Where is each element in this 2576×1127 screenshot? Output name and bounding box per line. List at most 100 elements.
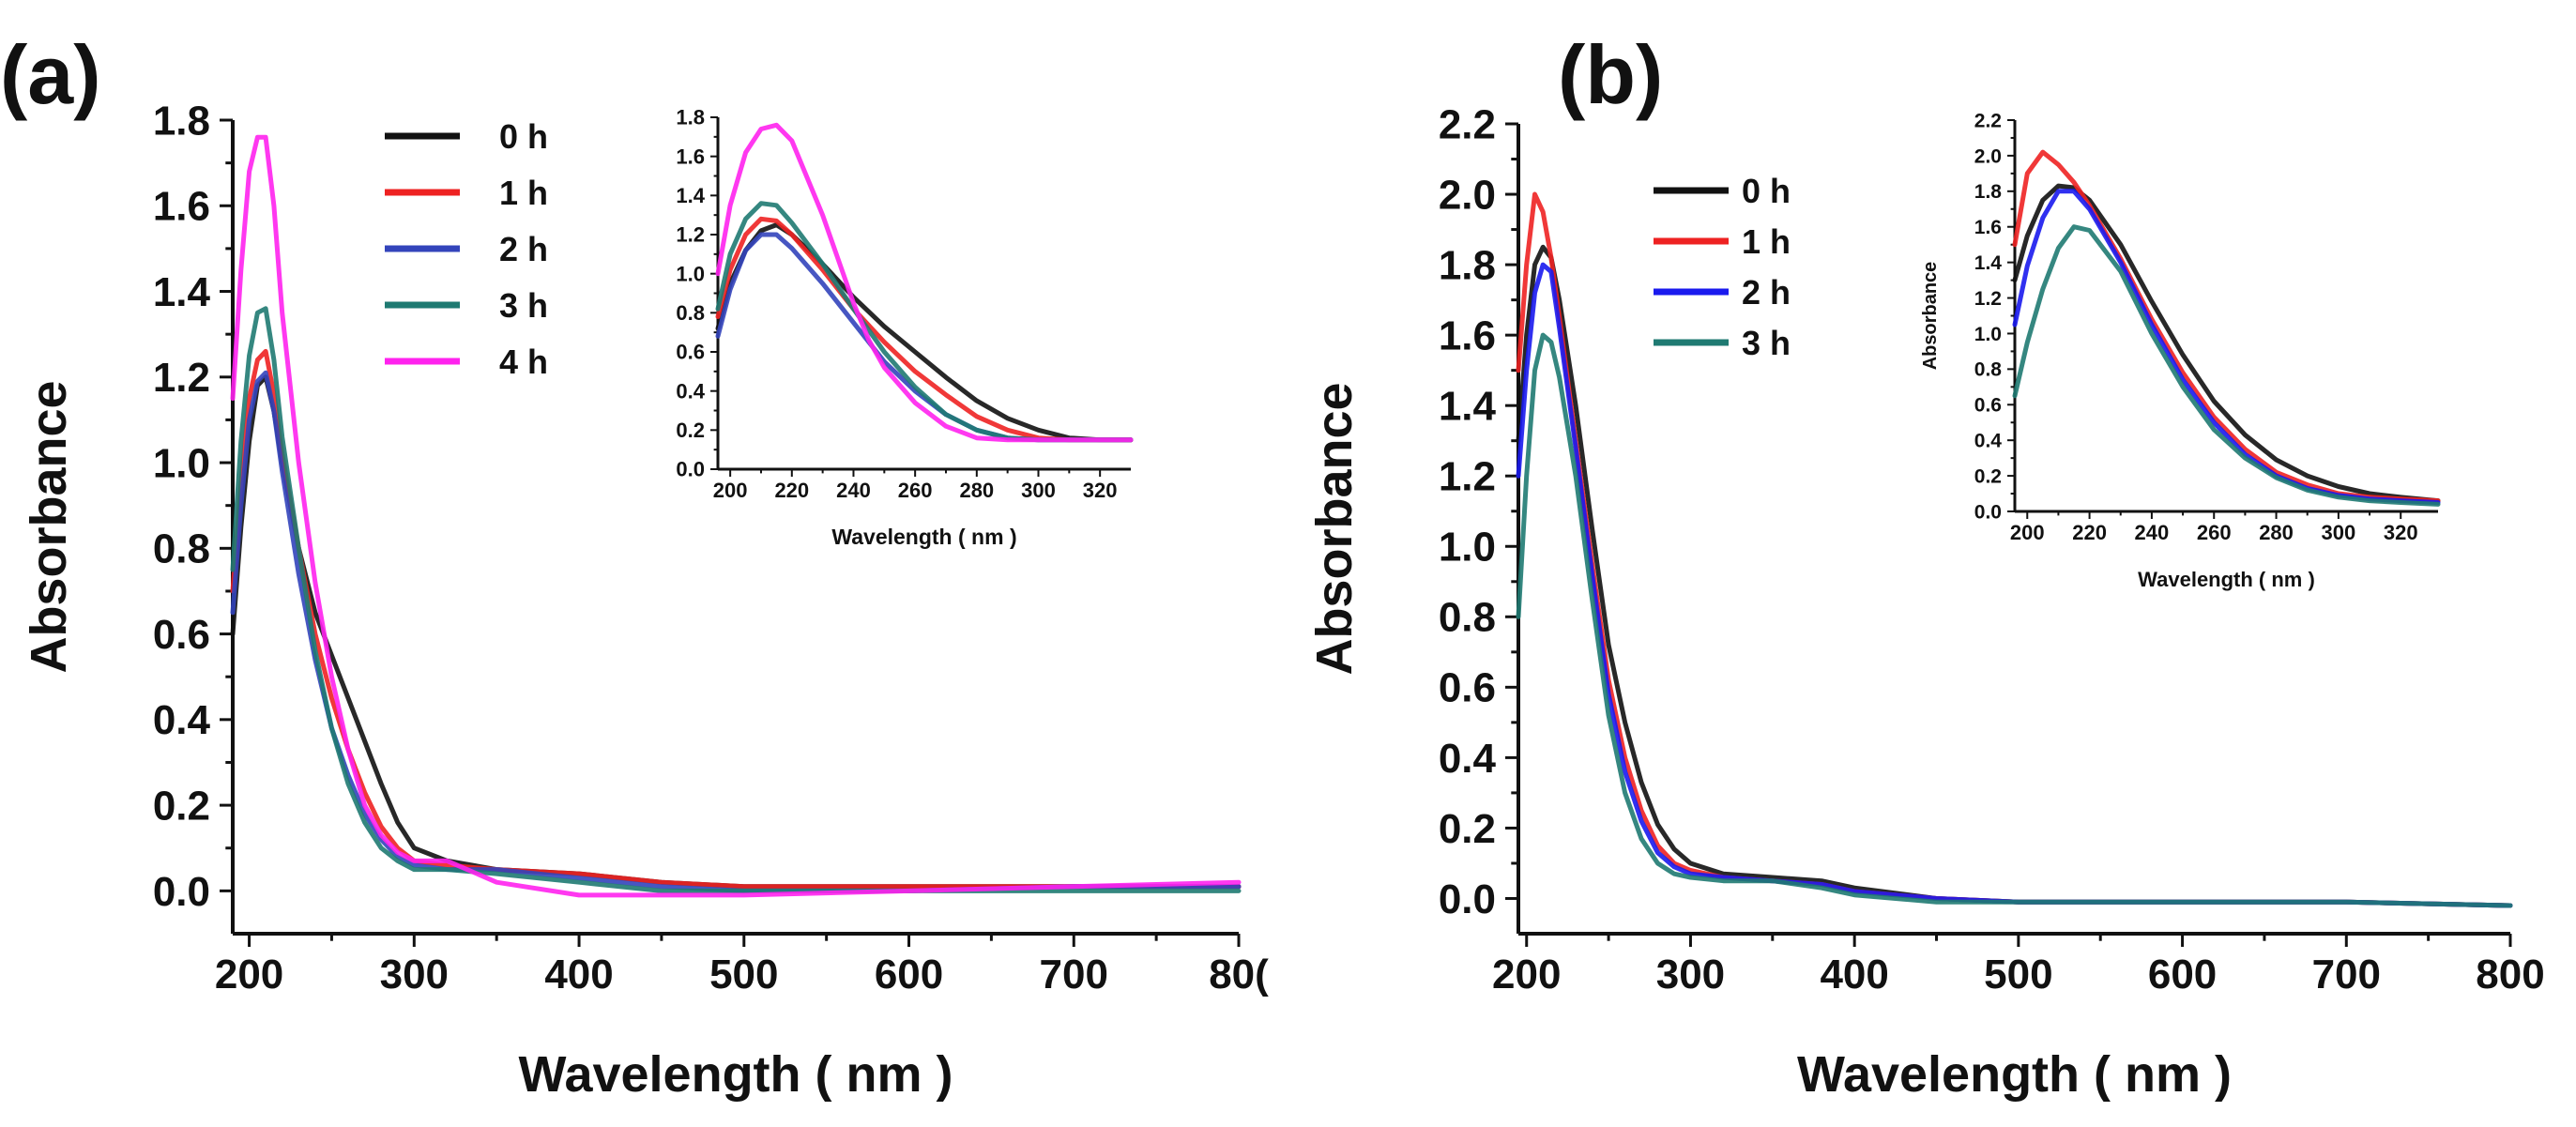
main-a-legend-label: 0 h — [499, 117, 548, 156]
inset-a-y-tick-label: 0.2 — [676, 419, 705, 442]
inset-b-series-line-0h — [2012, 183, 2441, 504]
inset-b-y-tick-label: 0.4 — [1974, 431, 2003, 452]
main-a-legend-label: 2 h — [499, 230, 548, 268]
main-a-y-tick-label: 1.0 — [153, 440, 210, 486]
inset-b-x-tick-label: 200 — [2010, 521, 2045, 544]
inset-b-x-tick-label: 220 — [2072, 521, 2107, 544]
main-a-y-tick-label: 0.2 — [153, 784, 210, 830]
inset-chart-b: 0.0 0.2 0.4 0.6 0.8 1.0 1.2 1.4 1.6 1.8 2.0 2.2 200 2… — [1920, 110, 2441, 591]
main-a-x-tick-label: 500 — [709, 952, 778, 998]
inset-a-x-axis-title: Wavelength ( nm ) — [831, 525, 1016, 549]
inset-a-y-tick-label: 1.4 — [676, 184, 705, 207]
main-b-y-tick-label: 0.2 — [1439, 806, 1496, 852]
inset-b-x-axis-title: Wavelength ( nm ) — [2138, 568, 2315, 591]
main-b-y-tick-label: 1.0 — [1439, 525, 1496, 571]
inset-b-x-tick-label: 280 — [2259, 521, 2294, 544]
main-a-y-tick-label: 1.2 — [153, 355, 210, 401]
main-b-y-tick-label: 0.6 — [1439, 665, 1496, 711]
inset-b-y-tick-label: 1.6 — [1974, 217, 2002, 238]
inset-a-x-tick-label: 300 — [1021, 479, 1056, 502]
main-a-series-line-1h — [230, 348, 1242, 890]
inset-b-series-line-3h — [2012, 224, 2441, 507]
main-a-y-tick-label: 1.6 — [153, 184, 210, 230]
main-a-y-tick-label: 0.4 — [153, 697, 211, 743]
main-b-series-line-3h — [1516, 332, 2513, 908]
inset-a-x-tick-label: 260 — [898, 479, 933, 502]
main-b-x-tick-label: 300 — [1656, 952, 1725, 998]
main-b-x-tick-label: 400 — [1820, 952, 1888, 998]
main-a-x-axis-title: Wavelength ( nm ) — [518, 1046, 953, 1103]
main-b-y-tick-label: 2.0 — [1439, 172, 1496, 218]
inset-b-x-tick-label: 260 — [2197, 521, 2232, 544]
main-a-y-tick-label: 1.4 — [153, 269, 211, 315]
inset-a-y-tick-label: 0.8 — [676, 301, 705, 325]
inset-a-y-tick-label: 0.4 — [676, 379, 705, 403]
main-a-y-tick-label: 0.8 — [153, 526, 210, 572]
panel-b: (b) 0.0 0.2 0.4 0.6 0.8 1.0 1.2 1.4 1.6 1.8 2.0 2.2… — [1306, 28, 2545, 1103]
inset-b-y-tick-label: 1.8 — [1974, 181, 2003, 203]
main-a-x-tick-label: 600 — [875, 952, 943, 998]
inset-chart-a: 0.0 0.2 0.4 0.6 0.8 1.0 1.2 1.4 1.6 1.8 200 220 240 2… — [676, 106, 1134, 549]
main-b-y-axis-title: Absorbance — [1306, 382, 1363, 675]
main-a-series-line-2h — [230, 370, 1242, 893]
inset-a-y-tick-label: 1.8 — [676, 106, 705, 129]
inset-a-series-line-4h — [715, 122, 1134, 443]
inset-b-y-axis-title: Absorbance — [1920, 262, 1941, 371]
inset-b-y-tick-label: 0.8 — [1974, 359, 2003, 381]
inset-b-y-tick-label: 2.0 — [1974, 145, 2002, 167]
inset-b-series-line-2h — [2012, 189, 2441, 505]
main-a-y-tick-label: 0.0 — [153, 869, 210, 915]
main-b-y-tick-label: 1.4 — [1439, 384, 1497, 430]
main-a-y-axis-title: Absorbance — [21, 380, 77, 673]
inset-a-x-tick-label: 320 — [1083, 479, 1118, 502]
main-b-y-tick-label: 0.8 — [1439, 595, 1496, 641]
inset-a-y-tick-label: 1.0 — [676, 262, 705, 285]
panel-label-b: (b) — [1558, 28, 1663, 121]
inset-b-y-tick-label: 2.2 — [1974, 110, 2002, 131]
main-a-legend-label: 3 h — [499, 286, 548, 325]
main-b-x-tick-label: 800 — [2476, 952, 2544, 998]
inset-b-x-tick-label: 300 — [2322, 521, 2356, 544]
main-a-x-tick-label: 400 — [544, 952, 613, 998]
main-chart-b: 0.0 0.2 0.4 0.6 0.8 1.0 1.2 1.4 1.6 1.8 2.0 2.2 200 3… — [1306, 101, 2545, 1103]
main-b-x-tick-label: 200 — [1492, 952, 1561, 998]
inset-a-y-tick-label: 1.2 — [676, 223, 705, 247]
inset-a-x-tick-label: 200 — [713, 479, 748, 502]
main-a-legend-label: 1 h — [499, 174, 548, 212]
inset-a-x-tick-label: 220 — [774, 479, 809, 502]
main-b-y-tick-label: 1.8 — [1439, 242, 1496, 288]
main-b-x-axis-title: Wavelength ( nm ) — [1797, 1046, 2232, 1103]
inset-b-y-tick-label: 0.6 — [1974, 395, 2002, 417]
inset-b-x-tick-label: 240 — [2135, 521, 2170, 544]
inset-a-x-tick-label: 280 — [959, 479, 994, 502]
main-a-x-tick-label: 300 — [380, 952, 449, 998]
inset-a-y-tick-label: 1.6 — [676, 145, 705, 168]
inset-b-y-tick-label: 0.2 — [1974, 465, 2002, 487]
main-b-legend-label: 0 h — [1742, 172, 1791, 210]
main-b-y-tick-label: 0.4 — [1439, 736, 1497, 782]
main-b-legend-label: 3 h — [1742, 324, 1791, 362]
main-a-x-tick-label: 80( — [1209, 952, 1269, 998]
panel-a: (a) 0.0 0.2 0.4 0.6 0.8 1.0 1.2 1.4 1.6 1.8 200 300… — [0, 28, 1269, 1103]
inset-b-y-tick-label: 1.4 — [1974, 252, 2003, 274]
main-a-y-tick-label: 0.6 — [153, 612, 210, 658]
main-b-legend-label: 2 h — [1742, 273, 1791, 312]
main-b-y-tick-label: 1.2 — [1439, 454, 1496, 500]
main-b-y-tick-label: 0.0 — [1439, 876, 1496, 922]
main-chart-a: 0.0 0.2 0.4 0.6 0.8 1.0 1.2 1.4 1.6 1.8 200 300 400 5… — [21, 98, 1269, 1103]
panel-label-a: (a) — [0, 28, 101, 121]
main-a-legend-label: 4 h — [499, 343, 548, 381]
main-b-x-tick-label: 700 — [2312, 952, 2381, 998]
inset-b-series-line-1h — [2012, 149, 2441, 504]
main-a-series-line-3h — [230, 306, 1242, 893]
inset-b-y-tick-label: 0.0 — [1974, 501, 2002, 523]
main-a-series-line-0h — [230, 374, 1242, 890]
inset-a-x-tick-label: 240 — [836, 479, 871, 502]
inset-a-y-tick-label: 0.6 — [676, 341, 705, 364]
main-a-x-tick-label: 200 — [215, 952, 283, 998]
main-b-y-tick-label: 2.2 — [1439, 101, 1496, 147]
main-a-y-tick-label: 1.8 — [153, 98, 210, 144]
main-b-legend-label: 1 h — [1742, 222, 1791, 261]
main-a-x-tick-label: 700 — [1040, 952, 1108, 998]
